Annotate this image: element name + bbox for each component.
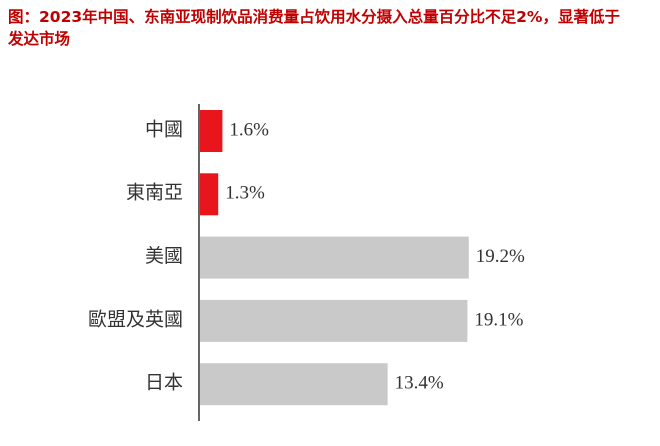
value-label: 1.3%: [225, 183, 265, 204]
bar: [200, 236, 469, 279]
bar: [200, 173, 219, 216]
category-label: 日本: [145, 372, 183, 394]
bar: [200, 363, 388, 406]
bar: [200, 299, 468, 342]
value-label: 1.6%: [229, 119, 269, 140]
category-label: 東南亞: [126, 182, 183, 204]
value-label: 13.4%: [395, 373, 444, 394]
category-label: 歐盟及英國: [88, 308, 183, 330]
value-label: 19.1%: [474, 309, 523, 330]
category-label: 美國: [145, 245, 183, 267]
category-label: 中國: [145, 118, 183, 140]
bar: [200, 110, 223, 152]
chart-title: 图：2023年中国、东南亚现制饮品消费量占饮用水分摄入总量百分比不足2%，显著低…: [8, 8, 620, 48]
value-label: 19.2%: [476, 246, 525, 267]
